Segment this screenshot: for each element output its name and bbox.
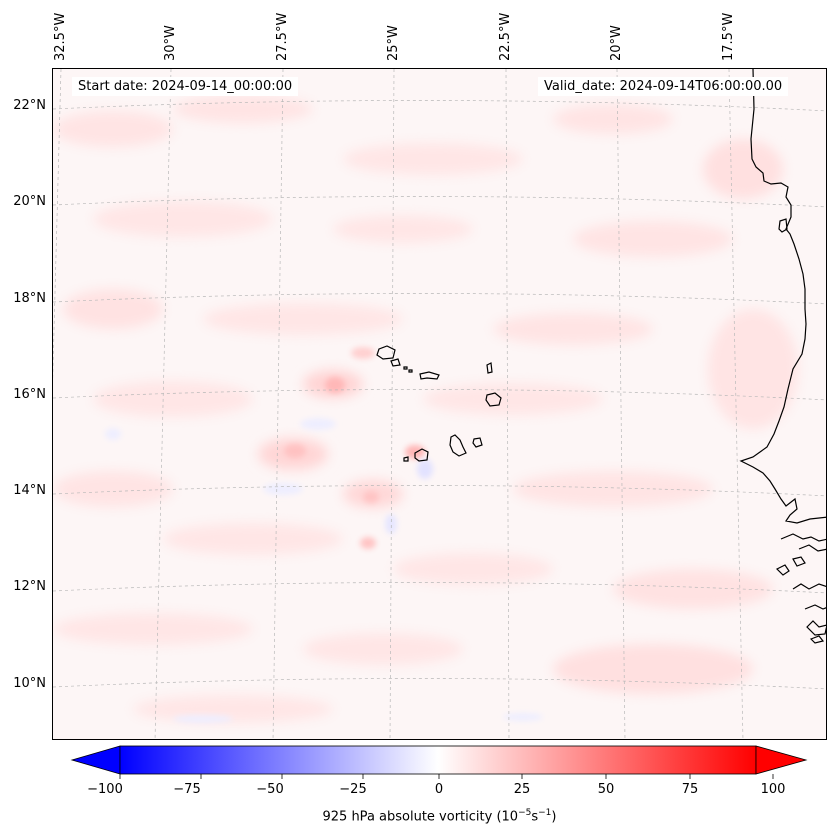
lat-label-10n: 10°N <box>13 676 46 691</box>
colorbar-gradient <box>119 745 757 775</box>
lon-label-17-5w: 17.5°W <box>721 12 736 61</box>
negative-vorticity <box>105 418 543 723</box>
cape-verde-islands <box>376 345 502 462</box>
valid-date-label: Valid_date: 2024-09-14T06:00:00.00 <box>538 77 789 96</box>
colorbar-min-extend <box>70 745 121 775</box>
colorbar-label: 925 hPa absolute vorticity (10−5s−1) <box>322 808 557 825</box>
colorbar <box>70 745 808 775</box>
colorbar-tick-label: 75 <box>681 782 699 797</box>
lon-label-25w: 25°W <box>386 25 401 61</box>
african-coastline <box>739 69 826 644</box>
colorbar-tick-label: 100 <box>760 782 786 797</box>
lon-label-20w: 20°W <box>609 25 624 61</box>
colorbar-tick-label: 0 <box>434 782 444 797</box>
start-date-label: Start date: 2024-09-14_00:00:00 <box>72 77 299 96</box>
lon-label-22-5w: 22.5°W <box>498 12 513 61</box>
graticule <box>53 69 826 739</box>
lat-label-12n: 12°N <box>13 579 46 594</box>
lat-label-16n: 16°N <box>13 387 46 402</box>
lat-label-22n: 22°N <box>13 98 46 113</box>
colorbar-ticks <box>119 774 774 779</box>
lon-label-27-5w: 27.5°W <box>275 12 290 61</box>
lat-label-14n: 14°N <box>13 483 46 498</box>
lon-label-30w: 30°W <box>163 25 178 61</box>
map-area[interactable] <box>52 68 827 740</box>
colorbar-max-extend <box>755 745 808 775</box>
colorbar-tick-label: −50 <box>256 782 284 797</box>
vorticity-field <box>53 69 826 739</box>
colorbar-tick-label: −25 <box>339 782 367 797</box>
colorbar-tick-label: −100 <box>87 782 123 797</box>
lat-label-18n: 18°N <box>13 291 46 306</box>
colorbar-tick-label: 50 <box>597 782 615 797</box>
lon-label-32-5w: 32.5°W <box>53 12 68 61</box>
vorticity-patches <box>53 95 798 723</box>
vorticity-maxima <box>284 347 425 549</box>
lat-label-20n: 20°N <box>13 194 46 209</box>
colorbar-tick-label: 25 <box>513 782 531 797</box>
colorbar-tick-label: −75 <box>173 782 201 797</box>
